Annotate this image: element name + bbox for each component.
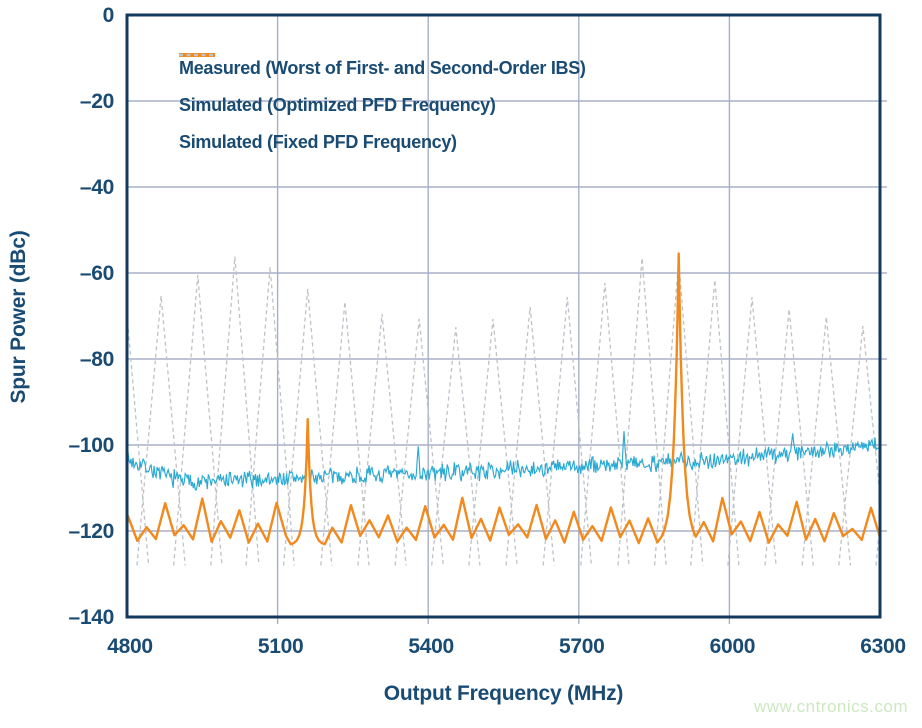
y-tick-label: –140 <box>68 606 114 629</box>
series-simulated-fixed <box>127 256 880 566</box>
x-tick-label: 5100 <box>257 635 304 658</box>
x-tick-label: 5700 <box>559 635 605 658</box>
y-tick-label: 0 <box>102 4 115 27</box>
y-tick-label: –20 <box>79 90 114 113</box>
x-tick-label: 4800 <box>107 635 153 658</box>
x-tick-label: 6000 <box>709 635 756 658</box>
legend-item-measured: Measured (Worst of First- and Second-Ord… <box>179 50 586 87</box>
x-axis-title: Output Frequency (MHz) <box>383 682 624 705</box>
legend-label-simulated-fixed: Simulated (Fixed PFD Frequency) <box>179 132 457 152</box>
legend-label-simulated-optimized: Simulated (Optimized PFD Frequency) <box>179 95 496 115</box>
x-tick-label: 6300 <box>860 635 906 658</box>
y-tick-label: –100 <box>68 434 114 457</box>
series-measured <box>127 431 880 491</box>
chart-legend: Measured (Worst of First- and Second-Ord… <box>179 50 586 161</box>
x-tick-label: 5400 <box>408 635 454 658</box>
legend-item-simulated-optimized: Simulated (Optimized PFD Frequency) <box>179 53 586 124</box>
series-simulated-optimized <box>127 252 880 546</box>
y-tick-label: –80 <box>79 348 114 371</box>
simulated-fixed-line-swatch-icon <box>179 53 215 57</box>
watermark: www.cntronics.com <box>754 697 908 716</box>
gridlines <box>127 15 887 624</box>
y-tick-label: –40 <box>79 176 114 199</box>
y-tick-label: –120 <box>68 520 114 543</box>
plot-frame <box>125 13 882 619</box>
legend-label-measured: Measured (Worst of First- and Second-Ord… <box>179 58 586 78</box>
y-tick-label: –60 <box>79 262 114 285</box>
legend-item-simulated-fixed: Simulated (Fixed PFD Frequency) <box>179 53 586 161</box>
